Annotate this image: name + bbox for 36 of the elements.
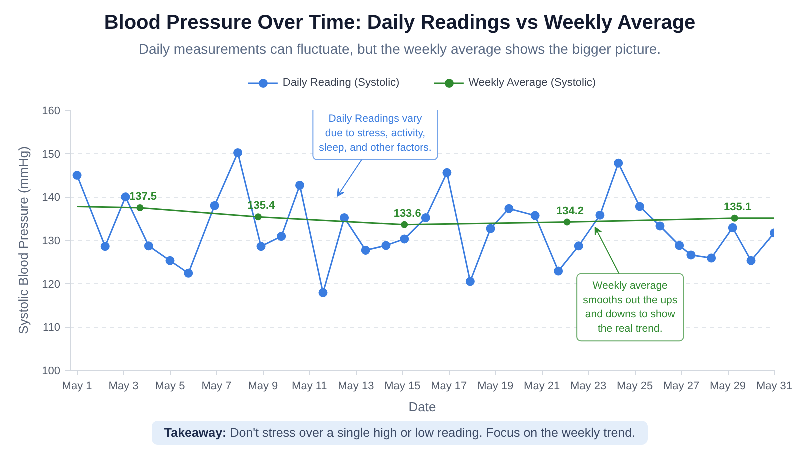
text: Takeaway: Don't stress over a single high or low reading. Focus on the weekly trend. (152, 421, 648, 445)
legend-label: Daily Reading (Systolic) (282, 77, 400, 89)
x-tick-label: May 31 (756, 380, 793, 392)
x-tick-label: May 13 (338, 380, 374, 392)
x-tick-label: May 9 (248, 380, 278, 392)
y-tick-label: 120 (42, 278, 61, 291)
x-tick-label: May 11 (292, 380, 328, 392)
x-tick-label: May 25 (617, 380, 654, 392)
legend-label: Weekly Average (Systolic) (468, 77, 596, 89)
y-tick-label: 130 (42, 236, 61, 248)
y-tick-label: 150 (42, 148, 61, 161)
x-tick-label: May 29 (710, 380, 746, 392)
chart-title: Blood Pressure Over Time: Daily Readings vs Weekly Average (103, 11, 697, 36)
data-label: 134.2 (556, 205, 584, 218)
x-tick-label: May 5 (155, 380, 186, 392)
annotation: Weekly average smooths out the ups and downs to show the real trend. (583, 280, 678, 336)
data-label: 135.1 (724, 201, 752, 214)
y-tick-label: 140 (42, 192, 61, 204)
x-tick-label: May 7 (202, 380, 232, 392)
x-tick-label: May 1 (62, 380, 92, 392)
data-label: 133.6 (394, 208, 422, 220)
x-tick-label: May 21 (524, 380, 560, 392)
y-tick-label: 160 (42, 106, 61, 118)
annotation: Daily Readings vary due to stress, activity, sleep, and other factors. (319, 113, 432, 154)
y-tick-label: 110 (42, 322, 61, 334)
x-tick-label: May 23 (570, 380, 607, 392)
x-axis-title: Date (408, 400, 436, 414)
y-axis-title: Systolic Blood Pressure (mmHg) (16, 146, 32, 334)
y-tick-label: 100 (42, 366, 61, 378)
x-tick-label: May 27 (664, 380, 700, 392)
x-tick-label: May 19 (478, 380, 514, 392)
x-tick-label: May 17 (431, 380, 468, 392)
x-tick-label: May 3 (108, 380, 139, 392)
data-label: 137.5 (129, 191, 157, 203)
chart-subtitle: Daily measurements can fluctuate, but the weekly average shows the bigger picture. (138, 40, 662, 59)
x-tick-label: May 15 (384, 380, 421, 392)
